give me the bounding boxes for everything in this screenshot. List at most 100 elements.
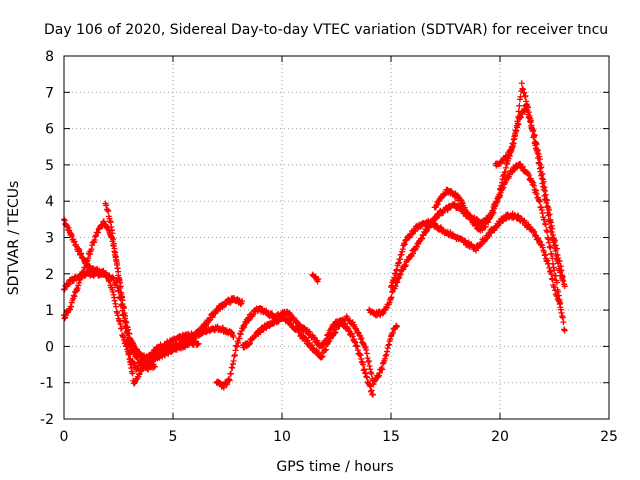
data-point	[74, 285, 81, 292]
data-point	[379, 366, 386, 373]
data-point	[459, 199, 466, 206]
data-point	[553, 279, 560, 286]
y-tick-label: 3	[45, 231, 54, 247]
data-point	[367, 366, 374, 373]
data-point	[497, 192, 503, 199]
data-point	[385, 341, 392, 348]
data-point	[500, 184, 507, 191]
data-point	[357, 352, 364, 359]
data-point	[393, 323, 400, 330]
y-tick-label: 8	[45, 49, 54, 65]
data-point	[534, 150, 541, 157]
data-point	[559, 313, 566, 320]
data-point	[337, 320, 344, 327]
x-tick-label: 10	[273, 429, 291, 445]
data-point	[487, 212, 494, 219]
data-point	[252, 333, 259, 340]
data-point	[547, 224, 554, 231]
data-point	[533, 190, 540, 197]
data-point	[220, 384, 227, 391]
data-point	[250, 311, 257, 318]
data-point	[358, 355, 365, 362]
data-point	[544, 204, 551, 211]
data-point	[70, 292, 77, 299]
data-point	[229, 360, 236, 367]
data-point	[370, 381, 377, 388]
data-point	[387, 336, 394, 343]
data-point	[68, 232, 75, 239]
data-point	[533, 146, 540, 153]
data-point	[67, 231, 74, 238]
series-track-10	[492, 80, 566, 283]
data-point	[551, 284, 558, 291]
data-point	[542, 188, 549, 195]
x-tick-label: 5	[169, 429, 178, 445]
data-marks	[61, 80, 568, 398]
data-point	[551, 245, 558, 252]
data-point	[546, 243, 553, 250]
data-point	[548, 229, 555, 236]
data-point	[132, 379, 139, 386]
data-point	[231, 352, 238, 359]
data-point	[541, 252, 548, 259]
data-point	[536, 198, 543, 205]
data-point	[535, 159, 542, 166]
data-point	[365, 358, 372, 365]
data-point	[135, 371, 142, 378]
data-point	[81, 264, 88, 271]
y-tick-label: 2	[45, 267, 54, 283]
data-point	[382, 352, 389, 359]
data-point	[389, 329, 396, 336]
data-point	[532, 187, 539, 194]
data-point	[412, 227, 419, 234]
data-point	[559, 314, 566, 321]
data-point	[109, 230, 116, 237]
data-point	[539, 244, 546, 251]
data-point	[366, 362, 373, 369]
series-track-9	[431, 160, 568, 334]
data-point	[486, 232, 493, 239]
data-point	[555, 292, 562, 299]
data-point	[78, 273, 85, 280]
data-point	[369, 391, 376, 398]
data-point	[319, 353, 326, 360]
data-point	[539, 210, 546, 217]
data-point	[309, 342, 316, 349]
data-point	[558, 309, 565, 316]
data-point	[437, 224, 444, 231]
data-point	[500, 172, 507, 179]
data-point	[544, 257, 551, 264]
data-point	[76, 276, 83, 283]
data-point	[506, 173, 513, 180]
data-point	[357, 336, 364, 343]
data-point	[76, 246, 83, 253]
data-point	[195, 340, 202, 347]
data-point	[552, 248, 559, 255]
y-tick-label: 7	[45, 85, 54, 101]
data-point	[246, 340, 253, 347]
data-point	[402, 262, 409, 269]
data-point	[349, 333, 356, 340]
data-point	[61, 286, 68, 293]
y-tick-label: 1	[45, 303, 54, 319]
data-point	[511, 132, 518, 139]
data-point	[68, 303, 75, 310]
data-point	[557, 267, 564, 274]
data-point	[534, 155, 541, 162]
data-point	[393, 322, 400, 329]
data-point	[546, 218, 553, 225]
data-point	[229, 364, 236, 371]
data-point	[368, 370, 375, 377]
data-point	[527, 117, 534, 124]
plot-frame	[63, 55, 610, 420]
data-point	[530, 134, 537, 141]
data-point	[61, 217, 68, 224]
data-point	[394, 279, 401, 286]
data-point	[556, 296, 563, 303]
data-point	[539, 180, 546, 187]
data-point	[515, 108, 522, 115]
data-point	[87, 251, 94, 258]
data-point	[384, 344, 391, 351]
data-point	[547, 267, 554, 274]
